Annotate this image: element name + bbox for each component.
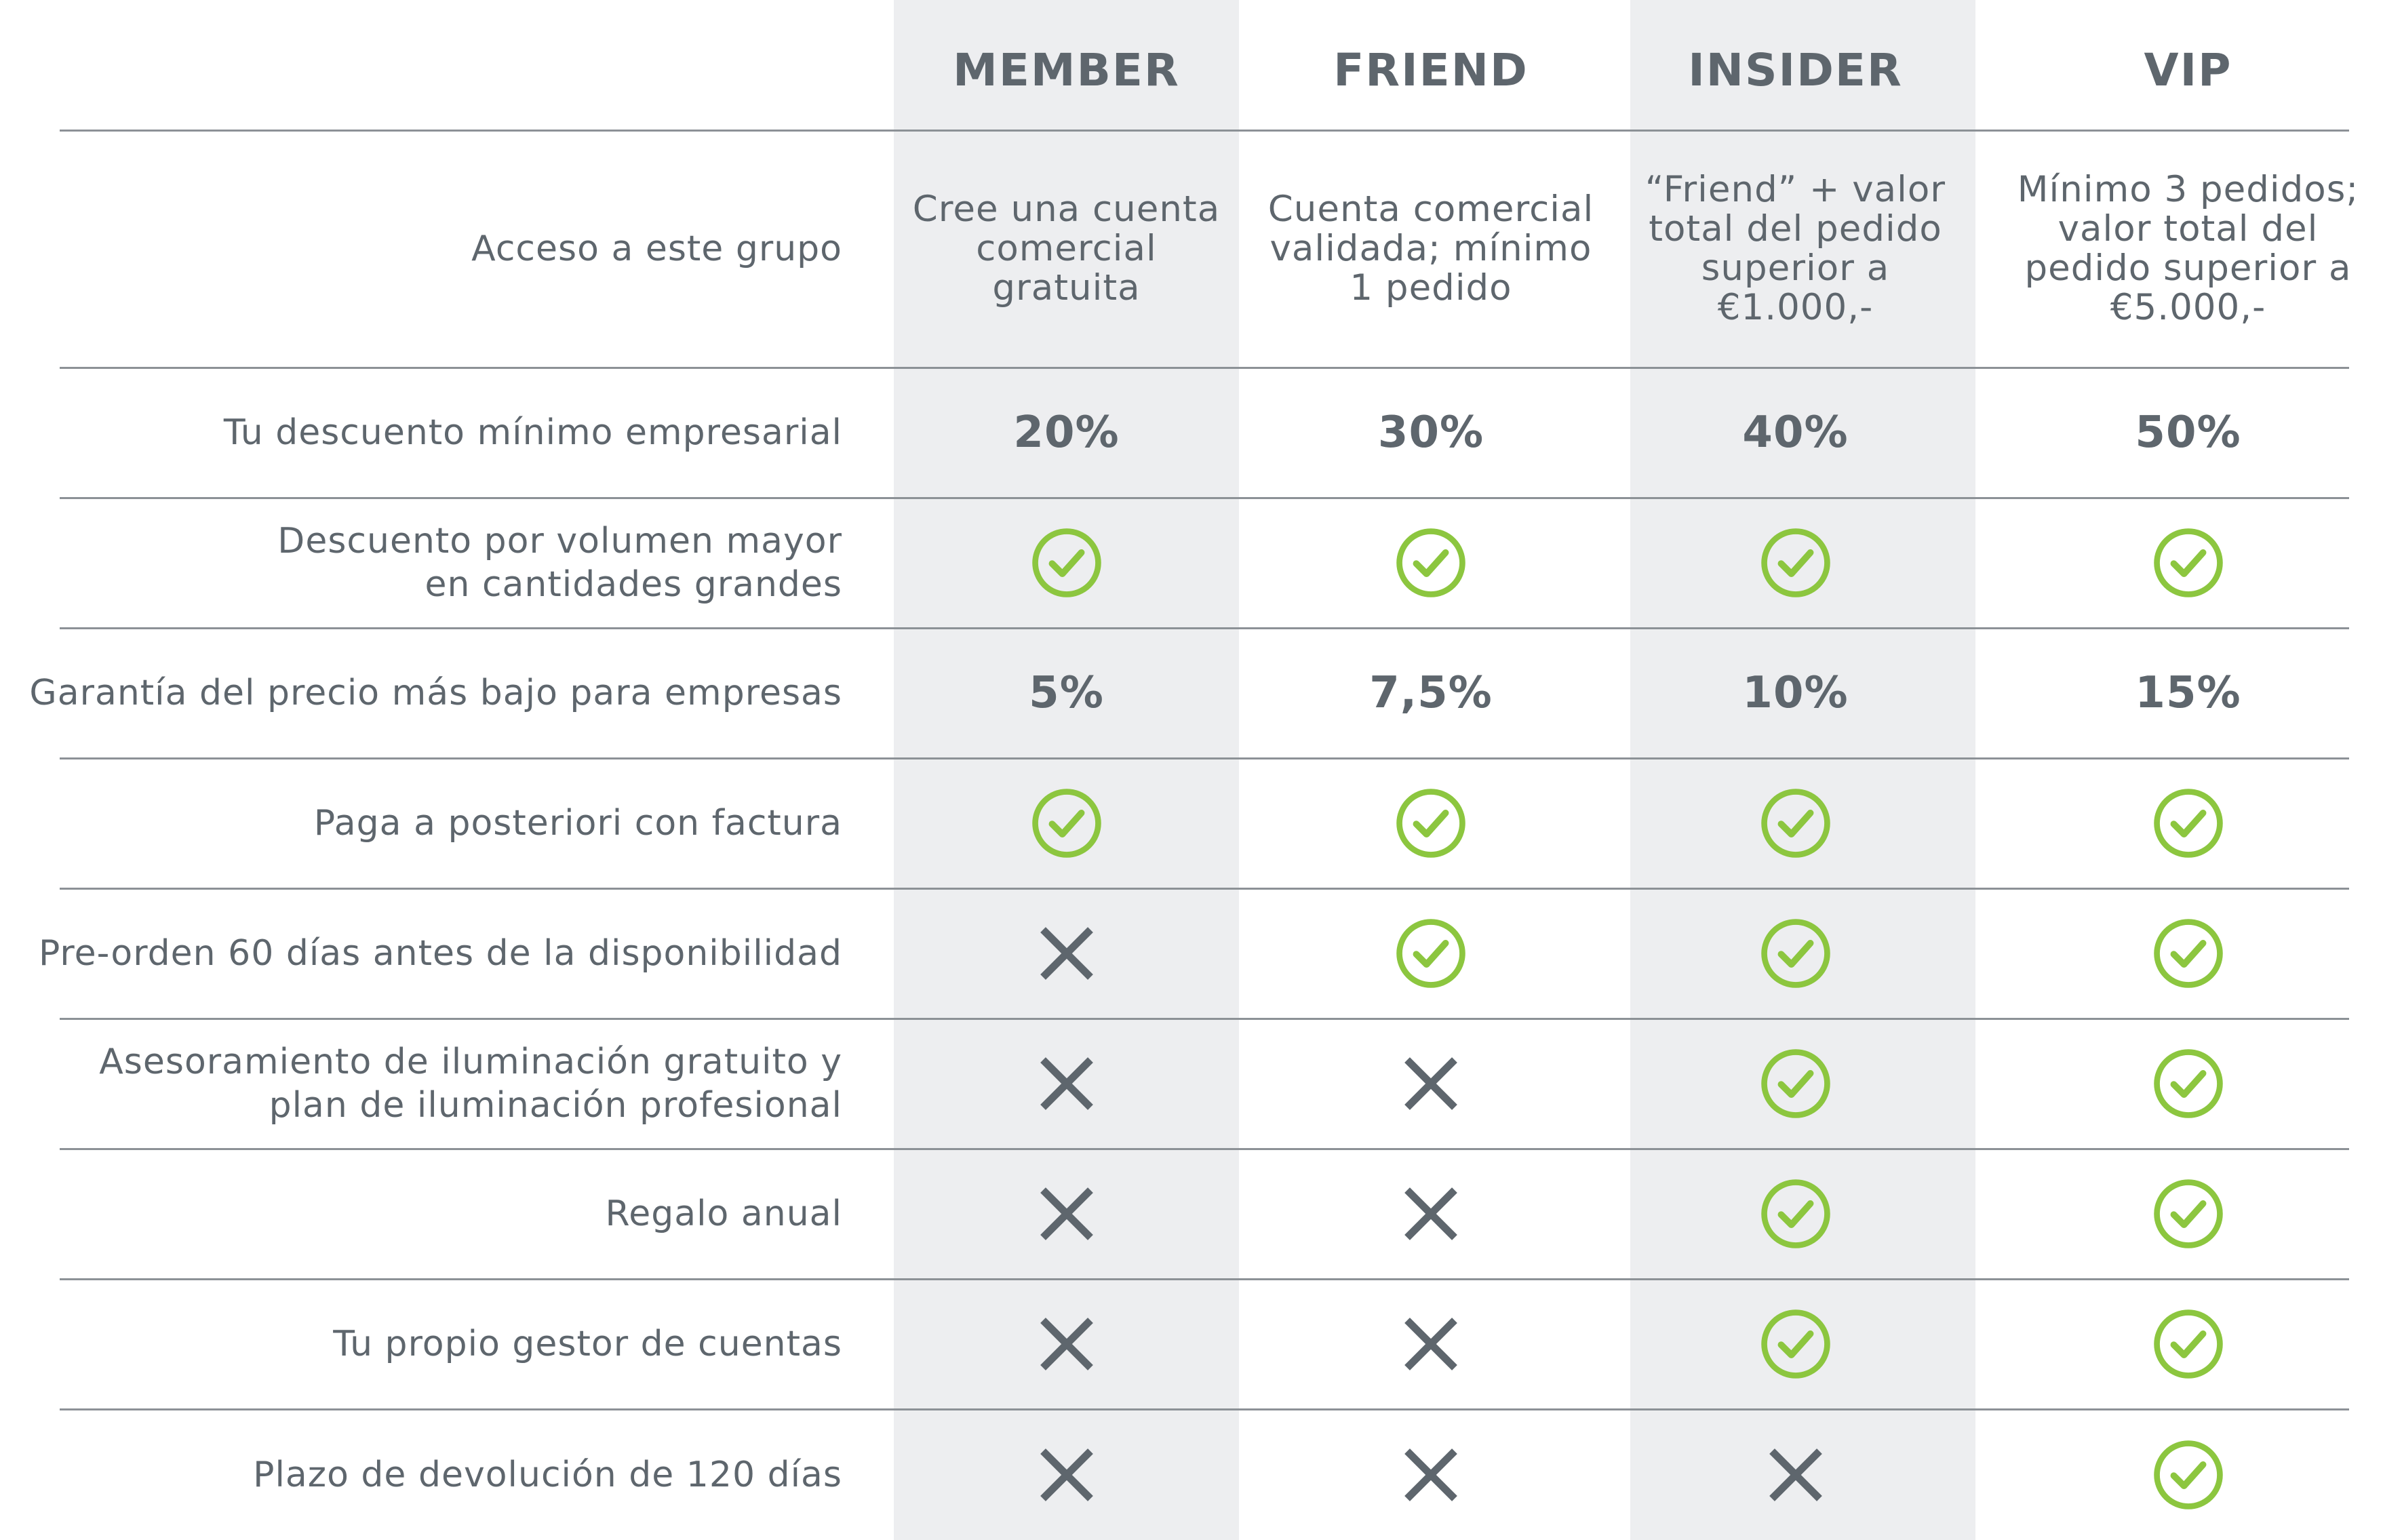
check-circle-icon-member xyxy=(894,758,1239,888)
check-circle-icon-insider xyxy=(1623,888,1968,1019)
percentage-value-vip: 50% xyxy=(2135,408,2241,458)
access-requirement-line: comercial xyxy=(976,228,1157,269)
row-label: Tu propio gestor de cuentas xyxy=(0,1279,894,1409)
access-requirement-line: Cree una cuenta xyxy=(912,189,1221,230)
row-label-line: Acceso a este grupo xyxy=(471,229,842,269)
access-requirement-insider: “Friend” + valor total del pedido superior… xyxy=(1623,130,1968,368)
check-circle-icon-vip xyxy=(1968,498,2402,628)
access-requirement-member: Cree una cuenta comercial gratuita xyxy=(894,130,1239,368)
cross-icon-member xyxy=(894,1019,1239,1149)
check-circle-icon-insider xyxy=(1623,1149,1968,1279)
row-divider xyxy=(60,888,2349,890)
cross-icon-insider xyxy=(1623,1409,1968,1540)
cross-icon-member xyxy=(894,1279,1239,1409)
header-empty-cell xyxy=(0,0,894,130)
access-requirement-line: validada; mínimo xyxy=(1269,228,1592,269)
access-requirement-line: €5.000,- xyxy=(2110,287,2266,328)
row-label: Acceso a este grupo xyxy=(0,130,894,368)
row-label-line: Descuento por volumen mayor xyxy=(277,521,842,561)
percentage-value-member: 20% xyxy=(1013,408,1120,458)
row-label: Descuento por volumen mayor en cantidades… xyxy=(0,498,894,628)
column-header-friend: FRIEND xyxy=(1333,43,1529,96)
row-label-line: en cantidades grandes xyxy=(425,564,842,605)
access-requirement-line: “Friend” + valor xyxy=(1645,169,1946,210)
cross-icon-friend xyxy=(1239,1409,1623,1540)
check-circle-icon-friend xyxy=(1239,498,1623,628)
access-requirement-line: 1 pedido xyxy=(1350,267,1512,309)
check-circle-icon-vip xyxy=(1968,888,2402,1019)
check-circle-icon-insider xyxy=(1623,758,1968,888)
row-label-line: Garantía del precio más bajo para empres… xyxy=(29,673,842,713)
check-circle-icon-member xyxy=(894,498,1239,628)
row-label: Regalo anual xyxy=(0,1149,894,1279)
row-label: Paga a posteriori con factura xyxy=(0,758,894,888)
access-requirement-line: Cuenta comercial xyxy=(1267,189,1594,230)
row-divider xyxy=(60,130,2349,132)
check-circle-icon-vip xyxy=(1968,758,2402,888)
percentage-value-insider: 10% xyxy=(1742,668,1849,718)
access-requirement-line: pedido superior a xyxy=(2024,248,2352,289)
row-divider xyxy=(60,627,2349,629)
row-label-line: plan de iluminación profesional xyxy=(269,1085,842,1126)
row-label: Pre-orden 60 días antes de la disponibil… xyxy=(0,888,894,1019)
insider-column-shade xyxy=(1630,0,1975,1540)
row-label-line: Plazo de devolución de 120 días xyxy=(253,1454,842,1495)
check-circle-icon-insider xyxy=(1623,1279,1968,1409)
check-circle-icon-vip xyxy=(1968,1409,2402,1540)
access-requirement-line: €1.000,- xyxy=(1717,287,1874,328)
row-divider xyxy=(60,1408,2349,1410)
percentage-value-friend: 7,5% xyxy=(1369,668,1493,718)
percentage-value-insider: 40% xyxy=(1742,408,1849,458)
row-label: Garantía del precio más bajo para empres… xyxy=(0,628,894,758)
percentage-value-friend: 30% xyxy=(1377,408,1484,458)
cross-icon-friend xyxy=(1239,1149,1623,1279)
row-label-line: Tu descuento mínimo empresarial xyxy=(223,412,842,453)
row-divider xyxy=(60,1018,2349,1020)
row-divider xyxy=(60,1148,2349,1150)
row-label-line: Asesoramiento de iluminación gratuito y xyxy=(99,1042,842,1082)
check-circle-icon-vip xyxy=(1968,1149,2402,1279)
cross-icon-member xyxy=(894,1149,1239,1279)
row-label-line: Pre-orden 60 días antes de la disponibil… xyxy=(38,933,842,974)
cross-icon-friend xyxy=(1239,1279,1623,1409)
access-requirement-line: gratuita xyxy=(992,267,1141,309)
cross-icon-friend xyxy=(1239,1019,1623,1149)
row-label-line: Regalo anual xyxy=(605,1193,842,1234)
row-divider xyxy=(60,1278,2349,1280)
percentage-value-member: 5% xyxy=(1029,668,1104,718)
row-divider xyxy=(60,757,2349,759)
row-divider xyxy=(60,367,2349,369)
check-circle-icon-insider xyxy=(1623,1019,1968,1149)
check-circle-icon-insider xyxy=(1623,498,1968,628)
column-header-member: MEMBER xyxy=(953,43,1180,96)
row-label: Tu descuento mínimo empresarial xyxy=(0,368,894,498)
check-circle-icon-friend xyxy=(1239,758,1623,888)
row-divider xyxy=(60,497,2349,499)
cross-icon-member xyxy=(894,1409,1239,1540)
column-header-insider: INSIDER xyxy=(1688,43,1903,96)
check-circle-icon-vip xyxy=(1968,1019,2402,1149)
column-header-vip: VIP xyxy=(2144,43,2232,96)
row-label-line: Tu propio gestor de cuentas xyxy=(333,1324,842,1364)
access-requirement-line: Mínimo 3 pedidos; xyxy=(2017,169,2359,210)
access-requirement-vip: Mínimo 3 pedidos; valor total del pedido s… xyxy=(1968,130,2402,368)
access-requirement-friend: Cuenta comercial validada; mínimo 1 pedido xyxy=(1239,130,1623,368)
row-label-line: Paga a posteriori con factura xyxy=(313,803,842,844)
member-column-shade xyxy=(894,0,1239,1540)
row-label: Plazo de devolución de 120 días xyxy=(0,1409,894,1540)
check-circle-icon-friend xyxy=(1239,888,1623,1019)
check-circle-icon-vip xyxy=(1968,1279,2402,1409)
access-requirement-line: valor total del xyxy=(2058,208,2319,250)
access-requirement-line: superior a xyxy=(1701,248,1890,289)
access-requirement-line: total del pedido xyxy=(1649,208,1942,250)
cross-icon-member xyxy=(894,888,1239,1019)
percentage-value-vip: 15% xyxy=(2135,668,2241,718)
